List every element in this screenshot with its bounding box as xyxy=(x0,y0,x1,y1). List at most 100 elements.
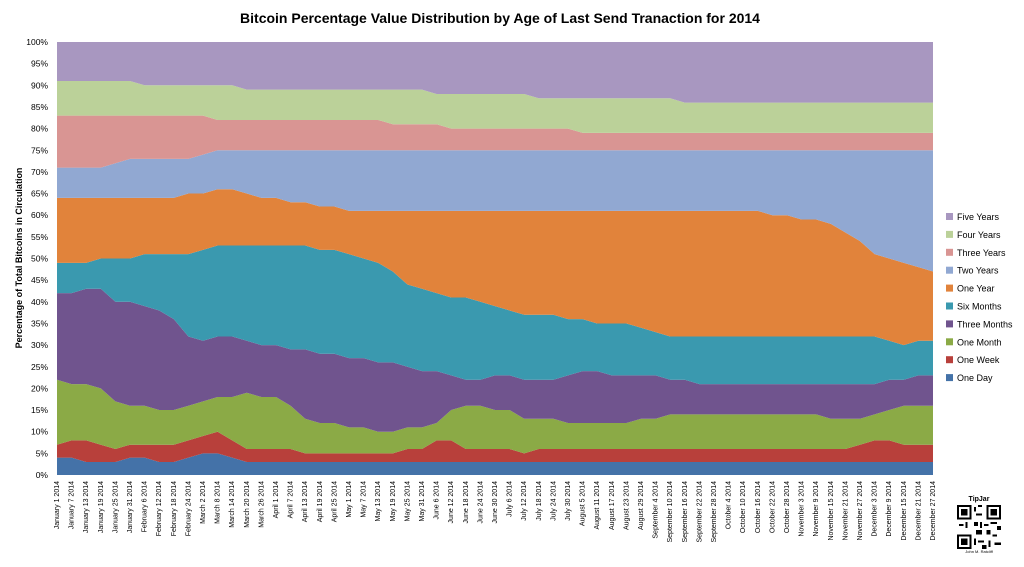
x-tick-label: August 29 2014 xyxy=(638,481,645,530)
x-tick-label: December 27 2014 xyxy=(930,481,937,541)
x-tick-label: October 22 2014 xyxy=(769,481,776,533)
qr-code-icon xyxy=(957,505,1001,549)
x-tick-label: March 2 2014 xyxy=(200,481,207,524)
legend-label: One Week xyxy=(957,355,1000,365)
x-tick-label: August 23 2014 xyxy=(623,481,630,530)
x-tick-label: July 30 2014 xyxy=(565,481,572,521)
x-tick-label: September 22 2014 xyxy=(696,481,703,543)
x-tick-label: February 18 2014 xyxy=(171,481,178,536)
x-tick-label: June 30 2014 xyxy=(492,481,499,524)
x-tick-label: April 19 2014 xyxy=(317,481,324,522)
x-tick-label: September 16 2014 xyxy=(682,481,689,543)
y-tick-label: 50% xyxy=(31,254,48,264)
legend-swatch xyxy=(946,338,953,346)
legend-swatch xyxy=(946,266,953,274)
x-tick-label: April 25 2014 xyxy=(331,481,338,522)
legend-swatch xyxy=(946,302,953,310)
y-tick-label: 65% xyxy=(31,189,48,199)
y-tick-label: 60% xyxy=(31,210,48,220)
x-axis-ticks: January 1 2014 January 7 2014 January 13 2… xyxy=(54,481,937,543)
x-tick-label: July 6 2014 xyxy=(507,481,514,517)
x-tick-label: December 3 2014 xyxy=(872,481,879,537)
y-tick-label: 35% xyxy=(31,318,48,328)
x-tick-label: November 21 2014 xyxy=(842,481,849,541)
y-tick-label: 10% xyxy=(31,427,48,437)
y-tick-label: 20% xyxy=(31,383,48,393)
x-tick-label: January 19 2014 xyxy=(98,481,105,533)
x-tick-label: October 28 2014 xyxy=(784,481,791,533)
area-one-year xyxy=(57,189,933,346)
y-tick-label: 55% xyxy=(31,232,48,242)
x-tick-label: March 26 2014 xyxy=(258,481,265,528)
y-tick-label: 5% xyxy=(36,448,49,458)
y-tick-label: 25% xyxy=(31,362,48,372)
legend-swatch xyxy=(946,213,953,220)
x-tick-label: October 4 2014 xyxy=(726,481,733,529)
x-tick-label: June 12 2014 xyxy=(448,481,455,524)
x-tick-label: December 21 2014 xyxy=(915,481,922,541)
y-tick-label: 95% xyxy=(31,59,48,69)
x-tick-label: May 1 2014 xyxy=(346,481,353,518)
legend-label: One Year xyxy=(957,284,995,294)
y-axis-title: Percentage of Total Bitcoins in Circulat… xyxy=(14,168,24,349)
y-tick-label: 15% xyxy=(31,405,48,415)
x-tick-label: December 9 2014 xyxy=(886,481,893,537)
x-tick-label: May 31 2014 xyxy=(419,481,426,522)
plot-area xyxy=(57,42,933,475)
x-tick-label: May 19 2014 xyxy=(390,481,397,522)
x-tick-label: August 17 2014 xyxy=(609,481,616,530)
x-tick-label: January 31 2014 xyxy=(127,481,134,533)
legend-label: Four Years xyxy=(957,230,1001,240)
legend-label: Five Years xyxy=(957,212,1000,222)
y-tick-label: 45% xyxy=(31,275,48,285)
x-tick-label: April 1 2014 xyxy=(273,481,280,518)
x-tick-label: May 25 2014 xyxy=(404,481,411,522)
area-three-months xyxy=(57,288,933,432)
x-tick-label: March 8 2014 xyxy=(215,481,222,524)
x-tick-label: February 24 2014 xyxy=(185,481,192,536)
legend-swatch xyxy=(946,230,953,238)
x-tick-label: September 28 2014 xyxy=(711,481,718,543)
x-tick-label: January 25 2014 xyxy=(112,481,119,533)
y-tick-label: 90% xyxy=(31,80,48,90)
x-tick-label: November 15 2014 xyxy=(828,481,835,541)
area-one-month xyxy=(57,379,933,454)
y-axis-ticks: 0% 5% 10% 15% 20% 25% 30% 35% 40% 45% 50% 55% 60% 65%… xyxy=(26,37,48,480)
x-tick-label: June 6 2014 xyxy=(434,481,441,520)
chart-title: Bitcoin Percentage Value Distribution by… xyxy=(240,10,760,26)
area-two-years xyxy=(57,150,933,272)
x-tick-label: October 16 2014 xyxy=(755,481,762,533)
y-tick-label: 0% xyxy=(36,470,49,480)
x-tick-label: May 7 2014 xyxy=(361,481,368,518)
x-tick-label: February 6 2014 xyxy=(142,481,149,532)
x-tick-label: September 10 2014 xyxy=(667,481,674,543)
x-tick-label: October 10 2014 xyxy=(740,481,747,533)
x-tick-label: January 1 2014 xyxy=(54,481,61,529)
legend-label: Six Months xyxy=(957,302,1002,312)
legend-swatch xyxy=(946,320,953,328)
x-tick-label: April 7 2014 xyxy=(288,481,295,518)
y-tick-label: 80% xyxy=(31,124,48,134)
x-tick-label: April 13 2014 xyxy=(302,481,309,522)
legend-label: One Month xyxy=(957,337,1002,347)
x-tick-label: January 13 2014 xyxy=(83,481,90,533)
x-tick-label: November 9 2014 xyxy=(813,481,820,537)
legend-label: One Day xyxy=(957,373,993,383)
area-one-day xyxy=(57,453,933,475)
tipjar-caption: John M. Ratcliff xyxy=(965,549,993,554)
y-tick-label: 40% xyxy=(31,297,48,307)
y-tick-label: 75% xyxy=(31,145,48,155)
tipjar-label: TipJar xyxy=(968,496,990,503)
y-tick-label: 100% xyxy=(26,37,48,47)
legend-swatch xyxy=(946,374,953,382)
x-tick-label: July 24 2014 xyxy=(550,481,557,521)
area-five-years xyxy=(57,42,933,103)
x-tick-label: November 3 2014 xyxy=(799,481,806,537)
x-tick-label: September 4 2014 xyxy=(653,481,660,539)
legend-label: Three Years xyxy=(957,248,1006,258)
y-tick-label: 85% xyxy=(31,102,48,112)
legend-swatch xyxy=(946,248,953,256)
area-three-years xyxy=(57,115,933,168)
x-tick-label: March 14 2014 xyxy=(229,481,236,528)
